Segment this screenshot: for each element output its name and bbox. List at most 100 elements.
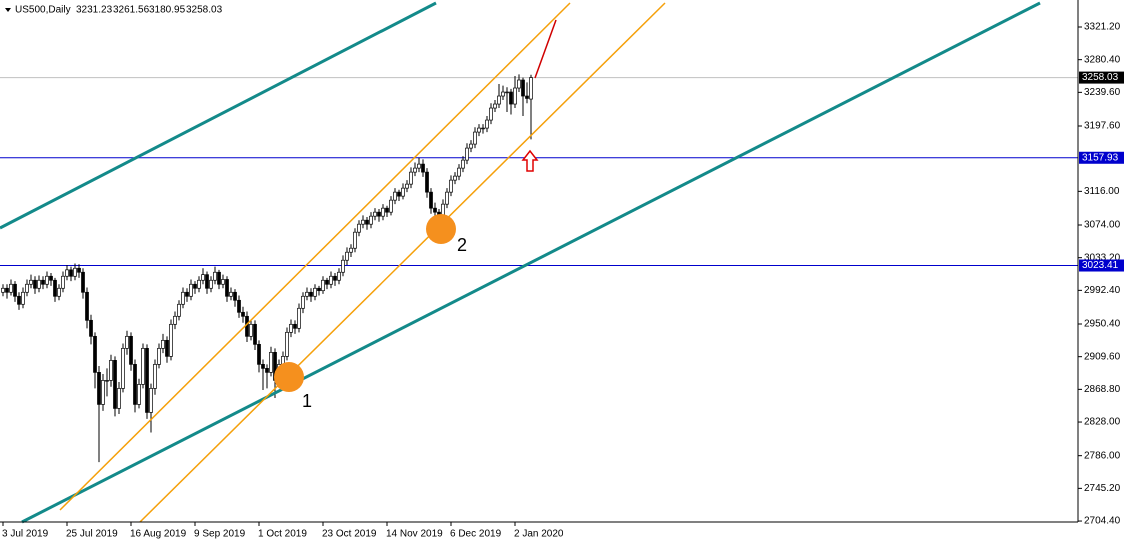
candle-body bbox=[385, 207, 389, 213]
candle-body bbox=[453, 175, 457, 181]
candle-body bbox=[361, 219, 365, 225]
candle-body bbox=[177, 303, 181, 317]
header-close: 3258.03 bbox=[186, 5, 223, 16]
candle-body bbox=[109, 360, 113, 381]
candle-body bbox=[205, 274, 209, 289]
candle-body bbox=[353, 231, 357, 249]
candle-body bbox=[529, 77, 533, 100]
candle-body bbox=[93, 335, 97, 373]
candle-body bbox=[241, 311, 245, 317]
candle-body bbox=[189, 283, 193, 297]
candle-body bbox=[157, 347, 161, 365]
candle-body bbox=[49, 275, 53, 281]
candle-body bbox=[425, 171, 429, 193]
candle-body bbox=[413, 167, 417, 173]
candle-body bbox=[345, 251, 349, 261]
level-label: 3157.93 bbox=[1082, 152, 1119, 163]
candle-body bbox=[369, 215, 373, 225]
candle-body bbox=[121, 347, 125, 389]
candle-body bbox=[505, 91, 509, 94]
candle-body bbox=[433, 207, 437, 213]
y-tick-label: 3116.00 bbox=[1084, 186, 1120, 197]
candle-body bbox=[417, 163, 421, 169]
y-tick-label: 2828.00 bbox=[1084, 417, 1121, 428]
candle-body bbox=[65, 269, 69, 277]
candle-body bbox=[341, 259, 345, 273]
x-tick-label: 1 Oct 2019 bbox=[258, 529, 307, 540]
y-tick-label: 3280.40 bbox=[1084, 54, 1121, 65]
drawings bbox=[0, 1, 1041, 524]
candle-body bbox=[141, 347, 145, 385]
candle-body bbox=[269, 352, 273, 373]
candle-body bbox=[125, 335, 129, 349]
x-tick-label: 9 Sep 2019 bbox=[194, 529, 246, 540]
channel-line bbox=[139, 2, 666, 523]
candle-body bbox=[313, 287, 317, 297]
y-tick-label: 2909.60 bbox=[1084, 351, 1121, 362]
candle-body bbox=[517, 79, 521, 89]
candle-body bbox=[513, 87, 517, 105]
candle-body bbox=[253, 323, 257, 345]
marker-circle bbox=[274, 362, 304, 392]
candle-body bbox=[309, 291, 313, 297]
channel-line bbox=[59, 2, 571, 511]
y-tick-label: 3321.20 bbox=[1084, 22, 1121, 33]
candle-body bbox=[469, 143, 473, 149]
price-label: 3258.03 bbox=[1082, 72, 1119, 83]
x-tick-label: 25 Jul 2019 bbox=[66, 529, 118, 540]
y-tick-label: 3239.60 bbox=[1084, 87, 1121, 98]
y-tick-label: 3197.60 bbox=[1084, 121, 1121, 132]
symbol-menu[interactable] bbox=[5, 8, 11, 12]
header-open: 3231.23 bbox=[76, 5, 113, 16]
candle-body bbox=[133, 364, 137, 405]
candle-body bbox=[409, 171, 413, 185]
y-tick-label: 3033.20 bbox=[1084, 252, 1121, 263]
candle-body bbox=[401, 187, 405, 197]
candle-body bbox=[21, 291, 25, 305]
candle-body bbox=[449, 179, 453, 193]
candle-body bbox=[377, 211, 381, 217]
up-arrow bbox=[521, 149, 539, 172]
level-label: 3023.41 bbox=[1082, 260, 1119, 271]
candle-body bbox=[325, 279, 329, 285]
candle-body bbox=[485, 119, 489, 129]
candle-body bbox=[213, 271, 217, 281]
projection-line bbox=[534, 19, 557, 79]
header-low: 3180.95 bbox=[149, 5, 186, 16]
candle-body bbox=[373, 211, 377, 217]
y-tick-label: 2704.40 bbox=[1084, 516, 1121, 527]
candle-body bbox=[33, 279, 37, 289]
candle-body bbox=[69, 269, 73, 277]
candle-body bbox=[265, 368, 269, 373]
candle-body bbox=[77, 267, 81, 273]
candle-body bbox=[473, 131, 477, 145]
candle-body bbox=[1, 287, 5, 293]
candle-body bbox=[297, 307, 301, 329]
candle-body bbox=[445, 191, 449, 205]
candle-body bbox=[481, 127, 485, 130]
candle-body bbox=[173, 315, 177, 325]
candle-body bbox=[197, 279, 201, 289]
candle-body bbox=[357, 223, 361, 233]
candle-body bbox=[381, 207, 385, 217]
candle-body bbox=[85, 291, 89, 321]
candle-body bbox=[321, 279, 325, 292]
candle-body bbox=[9, 283, 13, 293]
candle-body bbox=[461, 159, 465, 169]
candle-body bbox=[193, 283, 197, 289]
x-tick-label: 23 Oct 2019 bbox=[322, 529, 377, 540]
candle-body bbox=[489, 107, 493, 121]
trend-line bbox=[0, 1, 437, 230]
candle-body bbox=[41, 279, 45, 285]
candle-body bbox=[53, 279, 57, 297]
x-tick-label: 2 Jan 2020 bbox=[514, 529, 564, 540]
candle-body bbox=[97, 372, 101, 405]
candle-body bbox=[81, 271, 85, 293]
candle-body bbox=[201, 274, 205, 281]
candle-body bbox=[25, 283, 29, 293]
candle-body bbox=[17, 295, 21, 305]
candle-body bbox=[161, 339, 165, 349]
level-label-box bbox=[1079, 259, 1124, 272]
candle-body bbox=[5, 287, 9, 293]
